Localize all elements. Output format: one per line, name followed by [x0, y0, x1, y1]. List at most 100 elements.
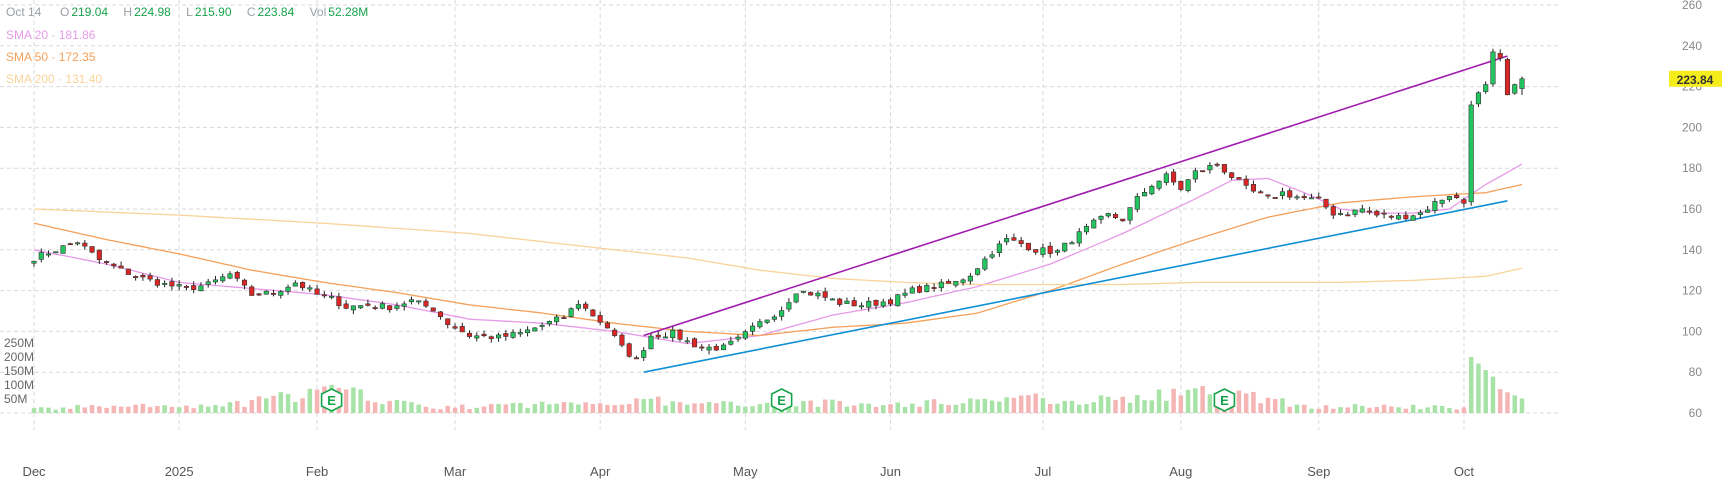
candle-body: [822, 291, 828, 298]
price-tick-label: 120: [1682, 284, 1702, 298]
candle-body: [96, 249, 102, 261]
candle-body: [525, 329, 531, 334]
candle-body: [270, 292, 277, 295]
volume-bar: [176, 407, 182, 413]
volume-bar: [82, 407, 88, 413]
upper-trendline[interactable]: [643, 55, 1508, 337]
candle-body: [684, 340, 690, 343]
candle-body: [1337, 213, 1344, 215]
volume-bar: [663, 405, 668, 413]
candle-body: [677, 329, 683, 340]
volume-bar: [561, 402, 567, 413]
candle-body: [1040, 247, 1046, 255]
volume-bar: [880, 405, 886, 413]
volume-bar: [220, 406, 225, 413]
volume-bar: [351, 387, 356, 413]
volume-bar: [1164, 400, 1169, 413]
volume-bar: [539, 401, 545, 413]
candle-body: [1142, 192, 1148, 197]
trendlines[interactable]: [643, 55, 1508, 373]
volume-bar: [271, 395, 276, 413]
candle-body: [1381, 212, 1387, 215]
month-label: Feb: [306, 464, 328, 479]
volume-bar: [1425, 407, 1430, 413]
candle-body: [45, 253, 52, 256]
volume-bar: [510, 403, 516, 413]
volume-bar: [1047, 403, 1053, 413]
volume-bar: [801, 401, 806, 413]
month-label: Aug: [1169, 464, 1192, 479]
volume-bar: [1468, 357, 1474, 413]
volume-bar: [1200, 386, 1205, 413]
volume-tick-label: 250M: [4, 336, 34, 350]
candle-body: [285, 286, 291, 292]
volume-bar: [583, 402, 588, 413]
candle-body: [866, 300, 872, 308]
candle-body: [358, 305, 364, 309]
candle-body: [466, 332, 473, 337]
volume-bar: [1512, 395, 1517, 413]
price-tick-label: 60: [1689, 406, 1703, 420]
low-value: 215.90: [194, 5, 232, 19]
earnings-marker-badge[interactable]: [770, 388, 793, 412]
candle-body: [1512, 84, 1518, 94]
sma200-legend[interactable]: SMA 200 · 131.40: [6, 72, 102, 86]
month-label: 2025: [165, 464, 194, 479]
candle-body: [423, 300, 429, 307]
earnings-marker-badge[interactable]: [320, 388, 343, 412]
month-label: Oct: [1454, 464, 1475, 479]
candle-body: [1062, 242, 1068, 252]
lower-trendline[interactable]: [643, 200, 1508, 373]
candle-body: [554, 316, 560, 323]
volume-bar: [714, 403, 719, 413]
candle-body: [89, 246, 95, 253]
volume-bar: [547, 404, 552, 413]
price-tick-label: 180: [1682, 161, 1702, 175]
candle-body: [575, 304, 581, 309]
volume-bar: [1447, 407, 1452, 413]
candle-body: [1388, 215, 1394, 218]
volume-bar: [372, 402, 378, 413]
candle-body: [278, 291, 284, 296]
candle-body: [706, 346, 712, 351]
candle-body: [851, 300, 857, 307]
volume-value: 52.28M: [328, 5, 369, 19]
volume-bar: [423, 406, 429, 413]
volume-bar: [126, 406, 131, 413]
volume-bar: [692, 403, 697, 413]
candle-body: [1207, 165, 1213, 171]
volume-bar: [706, 402, 712, 413]
candle-body: [1272, 197, 1278, 199]
volume-bar: [155, 406, 160, 413]
candle-body: [401, 303, 407, 307]
volume-bar: [39, 407, 44, 413]
volume-bar: [1033, 393, 1038, 413]
candle-body: [1250, 183, 1256, 192]
candle-body: [1047, 245, 1053, 254]
volume-bar: [1120, 396, 1126, 413]
date-label: Oct 14: [6, 5, 42, 19]
volume-bar: [873, 406, 879, 413]
volume-bar: [1040, 398, 1046, 413]
volume-bar: [314, 389, 320, 413]
candle-body: [1265, 194, 1271, 197]
candle-body: [1316, 196, 1322, 199]
candle-body: [379, 303, 385, 309]
candle-body: [757, 321, 763, 328]
sma20-legend[interactable]: SMA 20 · 181.86: [6, 28, 95, 42]
volume-tick-label: 50M: [4, 392, 27, 406]
volume-bar: [757, 404, 763, 413]
candle-body: [147, 275, 153, 280]
volume-bar: [416, 404, 421, 413]
close-label: C: [246, 5, 256, 19]
grid: [0, 0, 1560, 430]
earnings-marker-badge[interactable]: [1213, 388, 1236, 412]
candle-body: [829, 298, 835, 301]
sma50-legend[interactable]: SMA 50 · 172.35: [6, 50, 95, 64]
volume-bar: [844, 406, 850, 413]
volume-bar: [430, 408, 436, 413]
volume-bar: [1439, 405, 1445, 413]
volume-bar: [140, 403, 146, 413]
